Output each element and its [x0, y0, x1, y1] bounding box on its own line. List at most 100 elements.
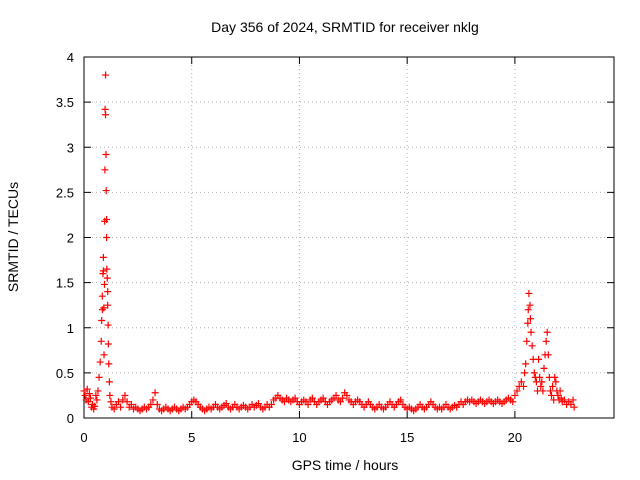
y-tick-label: 3.5 [56, 95, 74, 110]
data-point [101, 166, 109, 174]
data-point [523, 337, 531, 345]
data-point [110, 405, 118, 413]
y-tick-label: 1 [67, 321, 74, 336]
data-point [103, 265, 111, 273]
data-point [537, 382, 545, 390]
data-point [544, 351, 552, 359]
data-point [93, 396, 101, 404]
data-point [103, 274, 111, 282]
data-point [280, 398, 288, 406]
data-point [149, 396, 157, 404]
data-point [528, 342, 536, 350]
x-axis-label: GPS time / hours [292, 457, 399, 473]
data-point [524, 306, 532, 314]
y-tick-label: 1.5 [56, 276, 74, 291]
x-tick-label: 5 [188, 430, 195, 445]
data-point [102, 150, 110, 158]
data-point [542, 337, 550, 345]
y-tick-label: 0 [67, 411, 74, 426]
y-axis-label: SRMTID / TECUs [5, 182, 21, 292]
data-point [107, 398, 115, 406]
axis-ticks [83, 56, 614, 419]
data-point [552, 378, 560, 386]
data-point [308, 394, 316, 402]
data-point [98, 317, 106, 325]
data-point [517, 378, 525, 386]
data-point [100, 351, 108, 359]
data-point [119, 396, 127, 404]
data-point [556, 387, 564, 395]
data-point [513, 387, 521, 395]
data-point [104, 288, 112, 296]
data-point [539, 387, 547, 395]
data-point [91, 402, 99, 410]
data-point [95, 373, 103, 381]
data-point [304, 400, 312, 408]
data-point [103, 234, 111, 241]
data-point [520, 382, 528, 390]
data-point [151, 389, 159, 397]
data-point [560, 396, 568, 404]
data-point [525, 289, 533, 297]
data-point [102, 187, 110, 195]
data-point [543, 328, 551, 336]
data-point [570, 403, 578, 411]
x-tick-label: 15 [400, 430, 414, 445]
data-point [569, 396, 577, 404]
data-point [99, 253, 107, 261]
data-point [548, 391, 556, 399]
x-tick-label: 20 [508, 430, 522, 445]
data-point [114, 398, 122, 406]
data-point [104, 301, 112, 309]
data-point [336, 398, 344, 406]
grid-lines [84, 57, 614, 418]
data-point [97, 337, 105, 345]
data-point [83, 385, 91, 393]
y-tick-label: 3 [67, 140, 74, 155]
data-point [546, 387, 554, 395]
data-point [538, 378, 546, 386]
data-point [127, 400, 135, 408]
data-point [319, 394, 327, 402]
data-point [332, 391, 340, 399]
data-point [549, 382, 557, 390]
data-point [527, 328, 535, 336]
data-point [123, 398, 131, 406]
data-point [105, 360, 113, 368]
data-point [522, 360, 530, 368]
y-tick-label: 0.5 [56, 366, 74, 381]
data-point [81, 391, 89, 399]
data-point [339, 394, 347, 402]
data-point [267, 400, 275, 408]
data-point [530, 369, 538, 377]
data-point [551, 373, 559, 381]
data-point [84, 398, 92, 406]
data-point [104, 340, 112, 348]
data-point [102, 71, 110, 79]
data-point [535, 355, 543, 363]
data-point [85, 390, 93, 398]
data-point [100, 304, 108, 312]
chart-title: Day 356 of 2024, SRMTID for receiver nkl… [211, 19, 479, 35]
data-point [104, 321, 112, 329]
data-point [106, 391, 114, 399]
data-point [511, 391, 519, 399]
tick-labels: 0 5 10 15 20 0 0.5 1 1.5 2 2.5 3 3.5 4 [56, 50, 522, 445]
data-point [117, 403, 125, 411]
data-point [96, 358, 104, 366]
data-point [147, 400, 155, 408]
data-point [526, 315, 534, 323]
data-point [100, 280, 108, 288]
y-tick-label: 2 [67, 231, 74, 246]
data-point [92, 391, 100, 399]
data-point [222, 400, 230, 408]
data-point [103, 215, 111, 223]
data-point [343, 391, 351, 399]
data-point [105, 378, 113, 386]
data-point [397, 396, 405, 404]
data-point [255, 400, 263, 408]
y-tick-label: 2.5 [56, 185, 74, 200]
data-point [94, 387, 102, 395]
